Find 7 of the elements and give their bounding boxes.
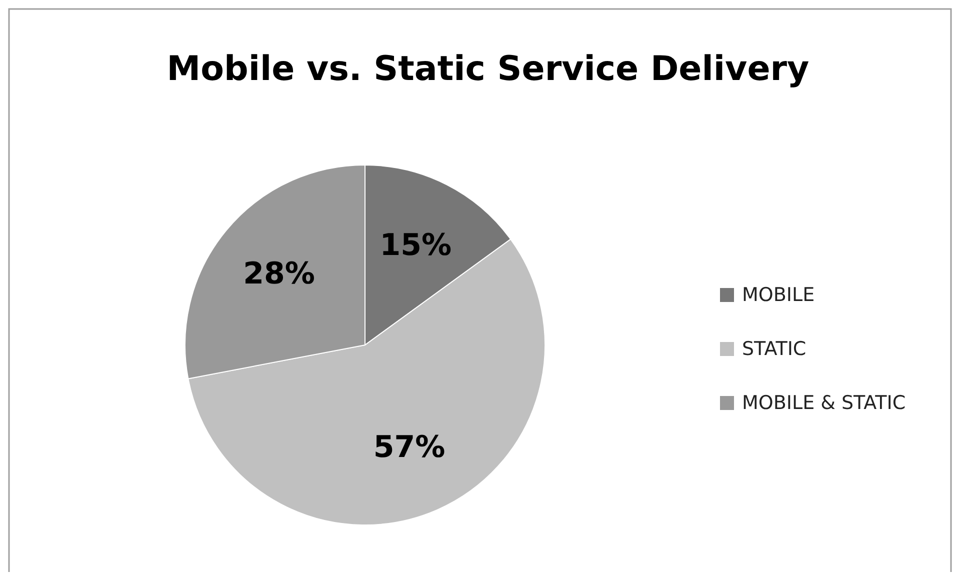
- chart-title: Mobile vs. Static Service Delivery: [166, 49, 810, 89]
- legend-label: MOBILE & STATIC: [742, 392, 906, 414]
- legend-label: MOBILE: [742, 284, 815, 306]
- data-label: 15%: [380, 228, 452, 264]
- legend-label: STATIC: [742, 338, 806, 360]
- data-label: 28%: [243, 256, 315, 292]
- data-label: 57%: [373, 430, 446, 465]
